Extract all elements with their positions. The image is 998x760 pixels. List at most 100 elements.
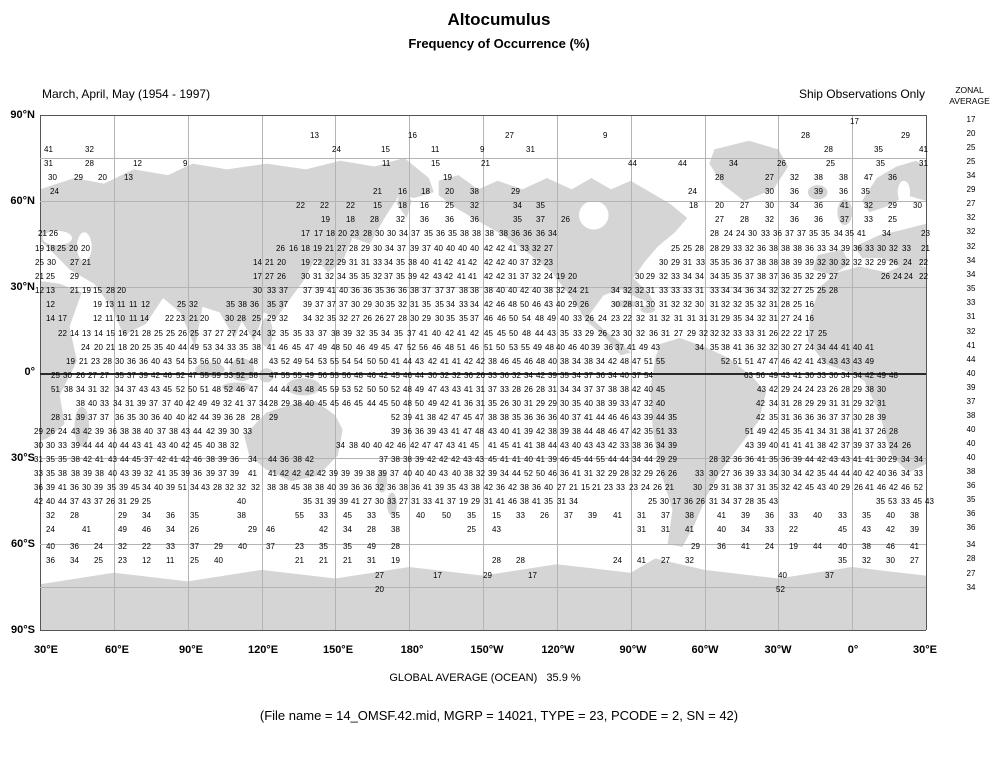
grid-value: 49 [533, 343, 542, 352]
grid-value: 11 [166, 556, 175, 565]
grid-value: 30 [877, 385, 886, 394]
grid-value: 28 [370, 215, 379, 224]
grid-value: 35 [293, 329, 302, 338]
grid-value: 41 [865, 343, 874, 352]
grid-value: 28 [695, 244, 704, 253]
grid-value: 46 [608, 427, 617, 436]
landmass-madagascar [74, 406, 90, 447]
grid-value: 36 [386, 286, 395, 295]
grid-value: 22 [623, 314, 632, 323]
grid-value: 46 [496, 300, 505, 309]
grid-value: 32 [757, 314, 766, 323]
grid-value: 25 [35, 258, 44, 267]
grid-value: 32 [223, 399, 232, 408]
grid-value: 41 [58, 483, 67, 492]
grid-value: 36 [411, 483, 420, 492]
grid-value: 51 [178, 483, 187, 492]
grid-value: 36 [224, 413, 233, 422]
grid-value: 21 [70, 286, 79, 295]
grid-value: 35 [817, 469, 826, 478]
grid-value: 45 [330, 399, 339, 408]
grid-value: 41 [248, 469, 257, 478]
grid-value: 52 [281, 357, 290, 366]
grid-value: 43 [925, 497, 934, 506]
grid-value: 47 [451, 413, 460, 422]
grid-value: 39 [415, 455, 424, 464]
grid-value: 40 [838, 542, 847, 551]
grid-value: 31 [829, 427, 838, 436]
grid-value: 53 [188, 357, 197, 366]
grid-value: 17 [314, 229, 323, 238]
grid-value: 38 [814, 173, 823, 182]
grid-value: 23 [544, 258, 553, 267]
grid-value: 27 [505, 131, 514, 140]
grid-value: 15 [431, 159, 440, 168]
zonal-header-line1: ZONAL [955, 85, 984, 95]
grid-value: 32 [325, 272, 334, 281]
grid-value: 53 [509, 343, 518, 352]
grid-value: 32 [237, 483, 246, 492]
grid-value: 24 [81, 343, 90, 352]
grid-value: 38 [757, 258, 766, 267]
grid-value: 50 [391, 399, 400, 408]
grid-value: 42 [181, 441, 190, 450]
grid-value: 39 [94, 483, 103, 492]
grid-value: 41 [512, 427, 521, 436]
landmass-scandinavia [862, 160, 926, 213]
grid-value: 33 [902, 244, 911, 253]
grid-value: 26 [902, 441, 911, 450]
grid-value: 34 [721, 497, 730, 506]
grid-value: 41 [865, 455, 874, 464]
grid-value: 17 [433, 571, 442, 580]
grid-value: 36 [733, 258, 742, 267]
grid-value: 39 [132, 469, 141, 478]
grid-value: 46 [236, 385, 245, 394]
grid-value: 38 [71, 469, 80, 478]
grid-value: 31 [649, 314, 658, 323]
grid-value: 46 [163, 371, 172, 380]
grid-value: 31 [476, 385, 485, 394]
grid-value: 42 [428, 357, 437, 366]
grid-value: 43 [829, 357, 838, 366]
grid-value: 39 [303, 300, 312, 309]
grid-value: 41 [464, 385, 473, 394]
grid-value: 38 [76, 399, 85, 408]
grid-value: 35 [424, 229, 433, 238]
grid-value: 22 [296, 201, 305, 210]
grid-value: 38 [267, 483, 276, 492]
grid-value: 38 [781, 244, 790, 253]
grid-value: 39 [391, 427, 400, 436]
grid-value: 32 [757, 300, 766, 309]
grid-value: 34 [500, 469, 509, 478]
grid-value: 46 [524, 357, 533, 366]
grid-value: 40 [769, 441, 778, 450]
grid-value: 20 [375, 585, 384, 594]
grid-value: 40 [163, 413, 172, 422]
grid-value: 38 [252, 343, 261, 352]
grid-value: 31 [313, 272, 322, 281]
landmass-australia [244, 401, 343, 482]
grid-value: 28 [70, 511, 79, 520]
grid-value: 45 [497, 329, 506, 338]
grid-value: 38 [315, 483, 324, 492]
landmass-greenland [709, 140, 789, 201]
grid-value: 43 [596, 441, 605, 450]
grid-value: 21 [35, 272, 44, 281]
grid-value: 28 [103, 357, 112, 366]
grid-value: 21 [38, 229, 47, 238]
grid-value: 45 [381, 343, 390, 352]
grid-value: 20 [277, 258, 286, 267]
grid-value: 42 [464, 357, 473, 366]
grid-value: 40 [108, 469, 117, 478]
grid-value: 49 [769, 371, 778, 380]
grid-value: 41 [457, 272, 466, 281]
grid-value: 54 [342, 357, 351, 366]
grid-value: 24 [805, 343, 814, 352]
grid-value: 28 [623, 300, 632, 309]
grid-value: 32 [644, 399, 653, 408]
grid-value: 27 [375, 571, 384, 580]
grid-value: 50 [367, 357, 376, 366]
grid-value: 49 [211, 399, 220, 408]
grid-value: 36 [363, 286, 372, 295]
grid-value: 22 [919, 258, 928, 267]
